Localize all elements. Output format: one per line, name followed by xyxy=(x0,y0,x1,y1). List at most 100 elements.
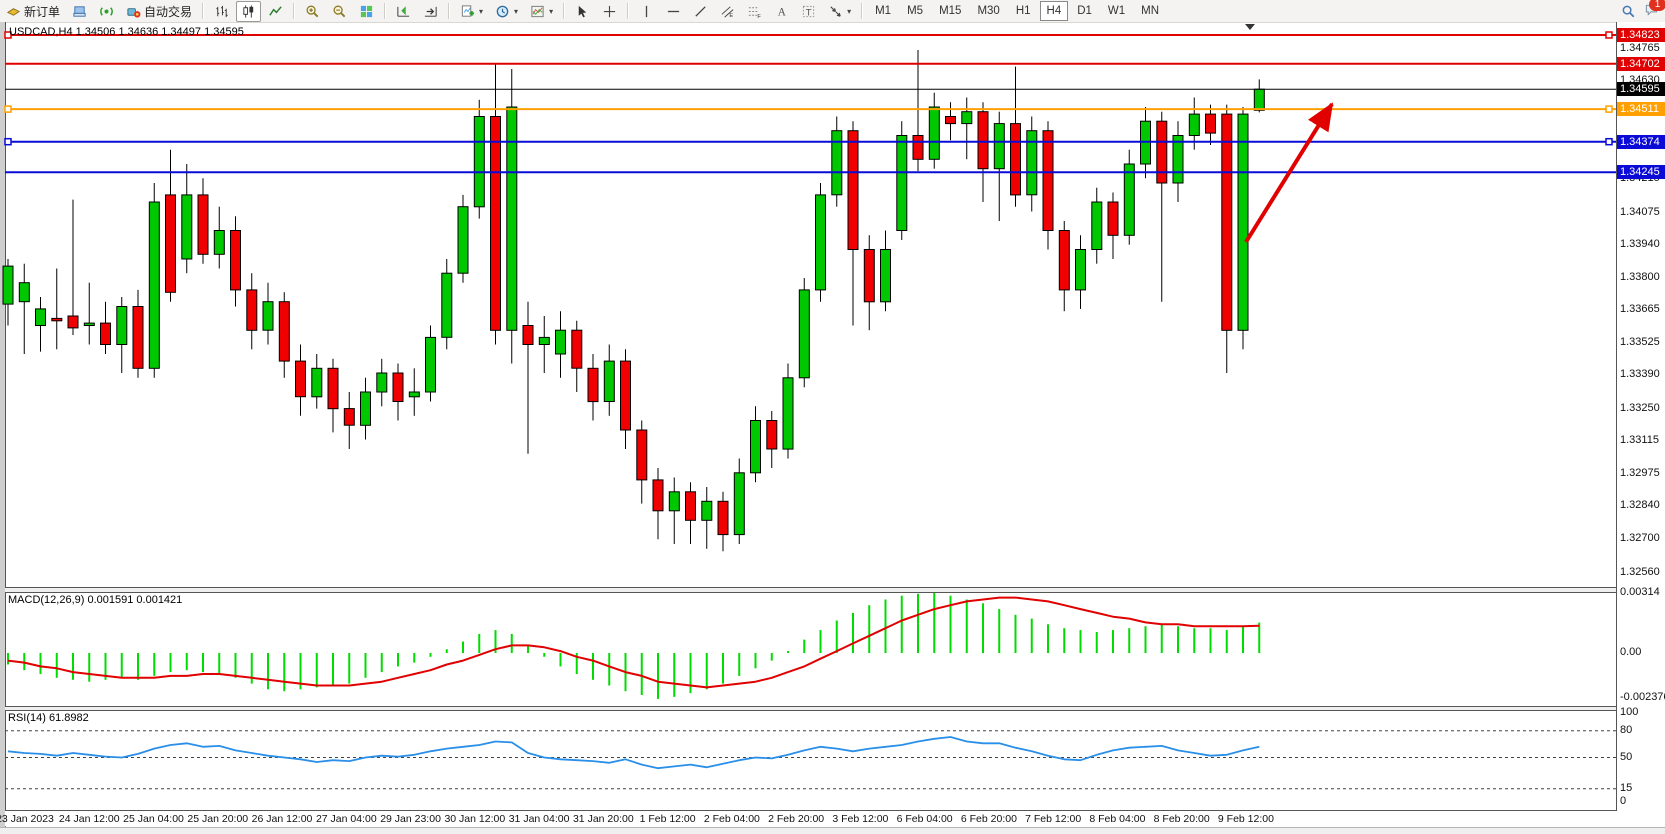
tile-windows-button[interactable] xyxy=(354,1,379,22)
text-button[interactable]: A xyxy=(769,1,794,22)
time-tick: 30 Jan 12:00 xyxy=(444,813,506,825)
chat-button[interactable]: 1 xyxy=(1644,0,1665,20)
line-handle[interactable] xyxy=(1605,137,1613,146)
time-tick: 29 Jan 23:00 xyxy=(380,813,441,825)
period-button[interactable]: ▾ xyxy=(490,1,523,22)
search-icon[interactable] xyxy=(1621,4,1636,19)
bar-chart-button[interactable] xyxy=(209,1,234,22)
channel-button[interactable]: E xyxy=(715,1,740,22)
time-tick: 23 Jan 2023 xyxy=(0,813,54,825)
time-tick: 8 Feb 20:00 xyxy=(1153,813,1210,825)
line-handle[interactable] xyxy=(4,105,12,113)
shapes-icon xyxy=(828,4,843,19)
signals-icon xyxy=(99,4,114,19)
new-chart-button[interactable]: ▾ xyxy=(455,1,488,22)
shapes-button[interactable]: ▾ xyxy=(823,1,856,22)
price-tick: 1.33665 xyxy=(1620,303,1660,316)
rsi-tick: 15 xyxy=(1620,781,1633,794)
fibonacci-icon: F xyxy=(747,4,762,20)
timeframe-m1[interactable]: M1 xyxy=(875,5,892,17)
rsi-tick: 0 xyxy=(1620,795,1627,807)
time-tick: 31 Jan 20:00 xyxy=(572,813,634,825)
layers-button[interactable] xyxy=(67,1,92,22)
new-chart-icon xyxy=(460,4,475,19)
macd-histogram xyxy=(7,593,1261,699)
indicators-button[interactable]: ▾ xyxy=(525,1,558,22)
line-handle[interactable] xyxy=(4,137,12,146)
panel-sash[interactable] xyxy=(5,588,1616,592)
time-tick: 2 Feb 04:00 xyxy=(703,813,760,825)
price-tick: 1.32700 xyxy=(1620,532,1660,545)
timeframe-m15[interactable]: M15 xyxy=(939,5,962,17)
time-tick: 26 Jan 12:00 xyxy=(251,813,313,825)
time-tick: 9 Feb 12:00 xyxy=(1217,813,1274,825)
panel-sash[interactable] xyxy=(5,707,1616,710)
zoom-out-button[interactable] xyxy=(327,1,352,22)
time-tick: 6 Feb 04:00 xyxy=(896,813,953,825)
price-badge: 1.34702 xyxy=(1617,56,1665,71)
price-tick: 1.32975 xyxy=(1620,466,1660,479)
signals-button[interactable] xyxy=(94,1,119,22)
timeframe-mn[interactable]: MN xyxy=(1141,5,1160,17)
line-handle[interactable] xyxy=(4,31,12,39)
channel-icon: E xyxy=(720,4,735,19)
crosshair-icon xyxy=(602,4,617,19)
main-panel-bottom-border xyxy=(5,587,1617,588)
bar-chart-icon xyxy=(214,4,229,19)
time-tick: 7 Feb 12:00 xyxy=(1025,813,1082,825)
plot-left-border xyxy=(5,22,6,811)
toolbar-separator xyxy=(293,3,296,19)
crosshair-button[interactable] xyxy=(597,1,622,22)
chevron-down-icon: ▾ xyxy=(479,6,484,16)
timeframe-h1[interactable]: H1 xyxy=(1015,5,1031,17)
timeframe-h4[interactable]: H4 xyxy=(1039,1,1069,21)
new-order-button[interactable]: 新订单 xyxy=(1,1,65,22)
new-order-icon xyxy=(6,4,21,19)
rsi-panel-canvas[interactable] xyxy=(0,711,1617,810)
candlestick-button[interactable] xyxy=(236,0,262,22)
price-badge: 1.34374 xyxy=(1617,134,1665,149)
svg-text:E: E xyxy=(729,13,733,19)
fibonacci-button[interactable]: F xyxy=(742,1,767,22)
macd-panel-canvas[interactable] xyxy=(0,593,1617,706)
timeframe-group: M1 M5 M15 M30 H1 H4 D1 W1 MN xyxy=(867,1,1167,21)
timeframe-m5[interactable]: M5 xyxy=(907,5,924,17)
timeframe-d1[interactable]: D1 xyxy=(1077,5,1092,17)
chart-shift-marker[interactable] xyxy=(1245,24,1255,30)
label-icon: T xyxy=(801,4,816,19)
toolbar-separator xyxy=(384,3,387,19)
macd-tick: -0.002376 xyxy=(1620,691,1665,704)
trend-arrow[interactable] xyxy=(1244,102,1334,244)
price-axis[interactable]: 1.347651.346301.344901.342151.340751.339… xyxy=(1617,22,1665,810)
toolbar-right: 1 xyxy=(1621,0,1665,20)
toolbar-separator xyxy=(448,3,451,19)
new-order-label: 新订单 xyxy=(24,4,61,19)
chart-shift-icon xyxy=(423,4,438,19)
main-chart-canvas[interactable] xyxy=(0,22,1617,587)
line-handle[interactable] xyxy=(1605,31,1613,39)
timeframe-m30[interactable]: M30 xyxy=(977,5,1000,17)
timeframe-w1[interactable]: W1 xyxy=(1107,5,1126,17)
price-badge: 1.34245 xyxy=(1617,165,1665,180)
cursor-button[interactable] xyxy=(570,1,595,22)
line-handle[interactable] xyxy=(1605,105,1613,113)
price-tick: 1.33115 xyxy=(1620,433,1659,446)
rsi-tick: 50 xyxy=(1620,750,1633,763)
label-button[interactable]: T xyxy=(796,1,821,22)
zoom-in-button[interactable] xyxy=(300,1,325,22)
time-axis[interactable]: 23 Jan 2023 24 Jan 12:00 25 Jan 04:00 25 Ja… xyxy=(0,811,1616,826)
line-chart-button[interactable] xyxy=(263,1,288,22)
auto-trading-icon xyxy=(126,4,141,19)
auto-scroll-button[interactable] xyxy=(391,1,416,22)
period-icon xyxy=(495,4,510,19)
line-chart-icon xyxy=(268,4,283,19)
candles xyxy=(2,50,1265,552)
horizontal-line-icon xyxy=(666,4,681,19)
horizontal-line-button[interactable] xyxy=(661,1,686,22)
chart-shift-button[interactable] xyxy=(418,1,443,22)
auto-trading-button[interactable]: 自动交易 xyxy=(121,1,197,22)
chevron-down-icon: ▾ xyxy=(549,6,554,16)
toolbar: 新订单 自动交易 xyxy=(0,0,1665,23)
trendline-button[interactable] xyxy=(688,1,713,22)
vertical-line-button[interactable] xyxy=(634,1,659,22)
